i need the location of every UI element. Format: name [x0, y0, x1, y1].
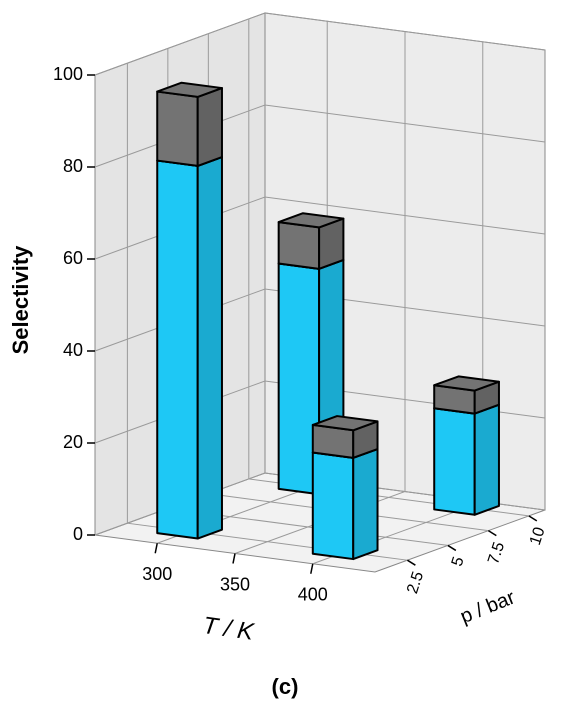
x-tick-label: 350	[220, 574, 250, 594]
grid-line	[94, 12, 546, 76]
bar	[433, 398, 500, 516]
y-tick-label: 60	[63, 248, 83, 268]
grid-line	[94, 104, 546, 168]
bar-side	[352, 448, 379, 561]
z-tick-label: 2.5	[404, 569, 427, 596]
x-tick-label: 400	[298, 585, 328, 605]
y-tick-label: 40	[63, 340, 83, 360]
y-tick-label: 20	[63, 432, 83, 452]
grid-line	[94, 196, 546, 260]
x-tick	[154, 543, 158, 554]
y-tick-label: 0	[73, 524, 83, 544]
grid-line	[94, 288, 546, 352]
z-tick-label: 7.5	[485, 540, 508, 567]
caption: (c)	[272, 674, 299, 699]
bar-side	[196, 156, 223, 540]
z-tick	[528, 515, 538, 522]
y-tick-label: 100	[53, 64, 83, 84]
z-tick	[406, 559, 416, 566]
x-tick	[232, 553, 236, 564]
bar-front	[156, 159, 199, 540]
z-tick-label: 5	[449, 555, 468, 569]
bar	[156, 150, 223, 540]
bar	[156, 81, 223, 167]
z-tick	[447, 544, 457, 552]
bar-side	[196, 87, 223, 167]
bar-top	[311, 415, 379, 432]
z-tick	[487, 530, 497, 537]
bar	[311, 442, 379, 561]
x-tick-label: 300	[142, 564, 172, 584]
bar-top	[156, 81, 223, 98]
x-tick	[310, 563, 314, 574]
bar	[433, 375, 500, 415]
z-axis-label: p / bar	[457, 586, 518, 628]
bar	[311, 415, 379, 459]
grid-line	[234, 31, 406, 554]
bar-side	[473, 403, 500, 516]
bar-front	[277, 221, 321, 270]
bar-front	[156, 90, 199, 167]
x-axis-label: T / K	[201, 612, 256, 646]
bar-top	[277, 212, 345, 229]
bar-front	[311, 451, 355, 561]
y-axis-label: Selectivity	[8, 245, 33, 355]
bar-front	[433, 407, 476, 516]
z-tick-label: 10	[527, 525, 549, 547]
y-tick-label: 80	[63, 156, 83, 176]
bar	[277, 212, 345, 270]
bar-top	[433, 375, 500, 392]
